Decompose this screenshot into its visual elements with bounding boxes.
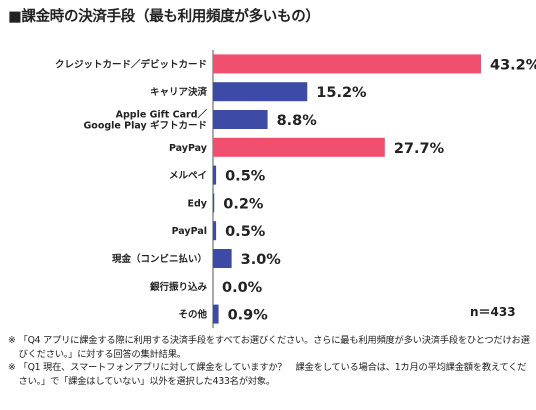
value-label: 0.0% [222, 280, 263, 296]
bar [213, 249, 232, 268]
footnotes: ※ 「Q4 アプリに課金する際に利用する決済手段をすべてお選びください。さらに最… [8, 334, 532, 388]
value-label: 8.8% [277, 113, 318, 129]
footnote: ※ 「Q1 現在、スマートフォンアプリに対して課金をしていますか？ 課金をしてい… [8, 361, 532, 388]
value-label: 15.2% [316, 85, 367, 101]
category-label: Edy [188, 198, 208, 209]
footnote-mark: ※ [8, 362, 16, 373]
bar [213, 304, 219, 324]
bar [213, 137, 385, 157]
value-label: 0.9% [228, 308, 269, 324]
bar [213, 82, 308, 102]
category-label: その他 [178, 309, 207, 321]
bar-chart: クレジットカード／デビットカード 43.2% キャリア決済 15.2% Apple Gi… [55, 50, 536, 328]
category-label: キャリア決済 [150, 86, 208, 98]
category-label: メルペイ [169, 171, 207, 182]
value-label: 3.0% [241, 252, 282, 268]
sample-size: n＝433 [470, 305, 516, 319]
category-label: Apple Gift Card／ Google Play ギフトカード [84, 109, 208, 132]
chart-title: ■課金時の決済手段（最も利用頻度が多いもの） [8, 9, 320, 25]
value-label: 0.5% [225, 224, 266, 240]
category-label: PayPay [169, 143, 208, 154]
value-label: 0.5% [225, 169, 266, 185]
bar [213, 221, 217, 241]
category-label: PayPal [172, 226, 207, 237]
footnote-text: 「Q1 現在、スマートフォンアプリに対して課金をしていますか？ 課金をしている場… [18, 362, 527, 387]
bar [213, 193, 215, 213]
footnote-text: 「Q4 アプリに課金する際に利用する決済手段をすべてお選びください。さらに最も利… [18, 335, 530, 360]
category-label: 現金（コンビニ払い） [112, 253, 207, 265]
footnote: ※ 「Q4 アプリに課金する際に利用する決済手段をすべてお選びください。さらに最… [8, 334, 532, 361]
category-label: 銀行振り込み [150, 281, 208, 293]
bar [213, 165, 217, 185]
bar [213, 54, 481, 74]
footnote-mark: ※ [8, 335, 16, 346]
value-label: 0.2% [223, 196, 264, 212]
bar [213, 110, 268, 129]
value-label: 43.2% [490, 57, 536, 73]
category-label: クレジットカード／デビットカード [55, 58, 207, 70]
value-label: 27.7% [394, 141, 445, 157]
